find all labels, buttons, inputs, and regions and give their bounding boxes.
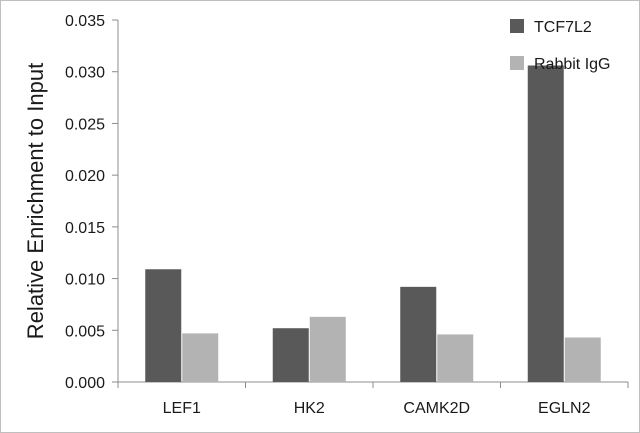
bar-rabbit-igg-hk2 xyxy=(309,316,346,382)
y-tick-label: 0.020 xyxy=(65,168,105,185)
x-tick-label: HK2 xyxy=(294,400,325,417)
bar-tcf7l2-hk2 xyxy=(272,328,309,382)
y-tick-label: 0.025 xyxy=(65,116,105,133)
y-tick-label: 0.005 xyxy=(65,323,105,340)
y-axis: 0.000 0.005 0.010 0.015 0.020 0.025 0.030 0.035 xyxy=(65,13,119,392)
legend-swatch xyxy=(510,19,524,33)
x-axis: LEF1 HK2 CAMK2D EGLN2 xyxy=(117,381,629,417)
y-tick-label: 0.015 xyxy=(65,220,105,237)
legend-swatch xyxy=(510,56,524,70)
x-tick-label: LEF1 xyxy=(163,400,201,417)
y-tick-label: 0.000 xyxy=(65,375,105,392)
legend: TCF7L2 Rabbit IgG xyxy=(510,19,610,73)
bar-rabbit-igg-camk2d xyxy=(437,334,474,382)
legend-label: Rabbit IgG xyxy=(534,56,610,73)
bar-tcf7l2-lef1 xyxy=(145,269,182,382)
legend-label: TCF7L2 xyxy=(534,19,592,36)
x-tick-label: EGLN2 xyxy=(538,400,591,417)
y-tick-label: 0.035 xyxy=(65,13,105,30)
bar-tcf7l2-camk2d xyxy=(400,286,437,382)
bar-tcf7l2-egln2 xyxy=(527,65,564,382)
bars xyxy=(145,65,601,382)
x-tick-label: CAMK2D xyxy=(403,400,470,417)
y-axis-title: Relative Enrichment to Input xyxy=(23,63,48,339)
y-tick-label: 0.030 xyxy=(65,65,105,82)
bar-rabbit-igg-lef1 xyxy=(182,333,219,382)
y-tick-label: 0.010 xyxy=(65,272,105,289)
bar-rabbit-igg-egln2 xyxy=(564,337,601,382)
